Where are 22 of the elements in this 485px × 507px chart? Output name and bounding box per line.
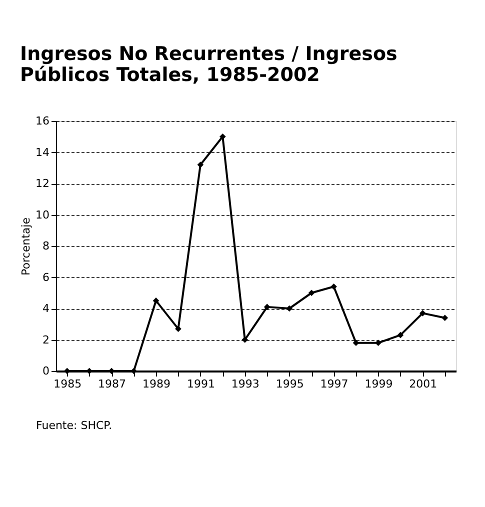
x-tick-label: 1997 bbox=[320, 378, 348, 390]
y-tick-label: 8 bbox=[42, 240, 50, 252]
y-tick-label: 10 bbox=[36, 208, 50, 222]
y-tick-label: 16 bbox=[36, 114, 50, 128]
y-tick-label: 14 bbox=[36, 146, 50, 159]
x-tick-label: 1987 bbox=[98, 378, 126, 390]
y-tick-label: 12 bbox=[36, 177, 50, 190]
x-tick-label: 1999 bbox=[364, 378, 393, 390]
x-tick-label: 1995 bbox=[276, 378, 304, 390]
x-tick-label: 1991 bbox=[186, 378, 215, 390]
text: Públicos Totales, 1985-2002 bbox=[20, 64, 320, 86]
y-tick-label: 0 bbox=[42, 364, 50, 378]
y-axis-title: Porcentaje bbox=[20, 217, 33, 276]
x-tick-label: 1993 bbox=[231, 378, 260, 390]
y-tick-label: 6 bbox=[42, 270, 50, 284]
y-tick-label: 4 bbox=[42, 302, 50, 315]
source-note: Fuente: SHCP. bbox=[36, 419, 112, 432]
text: Ingresos No Recurrentes / Ingresos bbox=[20, 43, 398, 65]
x-tick-label: 1985 bbox=[54, 378, 82, 390]
x-tick-label: 1989 bbox=[142, 378, 170, 390]
y-tick-label: 2 bbox=[42, 333, 50, 346]
x-tick-label: 2001 bbox=[409, 378, 438, 390]
